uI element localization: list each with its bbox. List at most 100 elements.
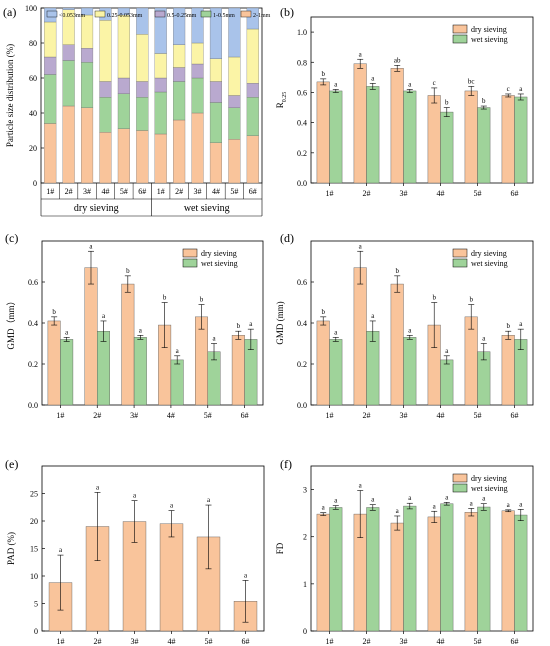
y-axis-label: GMD（mm）	[6, 296, 16, 349]
y-tick-label: 1.0	[297, 28, 307, 37]
stacked-bar-segment	[246, 135, 259, 184]
legend-label: wet sieving	[201, 259, 238, 268]
bar-wet	[440, 503, 454, 632]
legend-swatch	[154, 10, 166, 18]
significance-label: a	[212, 335, 216, 343]
legend-label: dry sieving	[201, 249, 237, 258]
stacked-bar-segment	[209, 7, 223, 59]
significance-label: a	[408, 80, 412, 88]
x-tick-label: 3#	[400, 411, 408, 420]
significance-label: a	[408, 494, 412, 502]
significance-label: b	[321, 308, 325, 316]
significance-label: a	[519, 85, 523, 93]
stacked-bar-segment	[62, 105, 75, 184]
panel-label: (b)	[280, 5, 294, 19]
legend-swatch-wet	[452, 483, 468, 493]
y-tick-label: 25	[30, 490, 38, 499]
bar-dry	[316, 513, 330, 632]
significance-label: b	[237, 322, 241, 330]
significance-label: a	[170, 502, 174, 510]
significance-label: a	[334, 497, 338, 505]
significance-label: bc	[468, 77, 475, 85]
stacked-bar-segment	[154, 53, 167, 79]
significance-label: b	[163, 294, 167, 302]
bar-dry	[390, 522, 404, 632]
bar-wet	[366, 507, 380, 632]
y-tick-label: 40	[29, 109, 37, 118]
stacked-bar-segment	[136, 34, 149, 82]
y-tick-label: 0.0	[297, 179, 307, 188]
x-tick-label: 4#	[437, 637, 445, 646]
x-tick-label: 1#	[157, 187, 165, 196]
x-tick-label: 1#	[326, 637, 334, 646]
x-tick-label: 3#	[131, 637, 139, 646]
significance-label: a	[519, 500, 523, 508]
bar-dry	[501, 335, 515, 406]
significance-label: a	[139, 326, 143, 334]
legend-label: dry sieving	[471, 249, 507, 258]
significance-label: a	[470, 499, 474, 507]
plot-frame	[41, 465, 265, 632]
y-tick-label: 10	[30, 572, 38, 581]
legend-swatch-wet	[452, 34, 468, 44]
x-tick-label: 1#	[326, 411, 334, 420]
panel-b-bar-chart: (b)0.00.20.40.60.81.0R0.251#ba2#aa3#aba4…	[275, 5, 534, 198]
y-axis-label: FD	[275, 542, 285, 554]
stacked-bar-segment	[99, 20, 112, 82]
significance-label: a	[396, 507, 400, 515]
stacked-bar-segment	[173, 7, 186, 45]
significance-label: b	[321, 70, 325, 78]
y-tick-label: 0.6	[297, 88, 307, 97]
y-tick-label: 0.0	[297, 401, 307, 410]
legend-swatch	[200, 10, 212, 18]
significance-label: b	[52, 308, 56, 316]
stacked-bar-segment	[62, 44, 75, 61]
x-tick-label: 2#	[363, 637, 371, 646]
stacked-bar-segment	[228, 139, 241, 184]
bar-dry	[195, 316, 208, 406]
legend-label: wet sieving	[471, 259, 508, 268]
stacked-bar-segment	[246, 83, 259, 98]
significance-label: a	[334, 80, 338, 88]
stacked-bar-segment	[117, 7, 130, 16]
bar-wet	[514, 96, 528, 184]
bar-dry	[501, 95, 515, 184]
bar-dry	[464, 512, 478, 632]
significance-label: b	[200, 296, 204, 304]
significance-label: a	[334, 328, 338, 336]
y-tick-label: 20	[30, 517, 38, 526]
x-tick-label: 3#	[83, 187, 91, 196]
bar-wet	[403, 337, 417, 406]
x-tick-label: 5#	[204, 411, 212, 420]
x-tick-label: 6#	[241, 411, 249, 420]
stacked-bar-segment	[117, 93, 130, 129]
panel-label: (d)	[280, 231, 294, 245]
bar-dry	[84, 267, 98, 406]
stacked-bar-segment	[209, 142, 223, 184]
stacked-bar-segment	[136, 97, 149, 131]
stacked-bar-segment	[99, 132, 112, 184]
x-tick-label: 3#	[130, 411, 138, 420]
y-tick-label: 0.2	[28, 360, 38, 369]
stacked-bar-segment	[246, 97, 259, 136]
y-tick-label: 100	[25, 4, 37, 13]
x-tick-label: 3#	[194, 187, 202, 196]
panel-label: (a)	[3, 5, 16, 19]
bar-wet	[440, 111, 454, 184]
group-label: wet sieving	[184, 203, 230, 214]
significance-label: a	[89, 242, 93, 250]
x-tick-label: 3#	[400, 637, 408, 646]
x-tick-label: 2#	[93, 411, 101, 420]
significance-label: b	[506, 322, 510, 330]
bar-dry	[464, 316, 478, 406]
y-tick-label: 0.2	[297, 360, 307, 369]
plot-frame	[310, 16, 534, 184]
significance-label: b	[482, 97, 486, 105]
y-axis-label: R0.25	[275, 92, 288, 109]
legend-swatch-dry	[452, 473, 468, 483]
bar-dry	[47, 320, 61, 406]
stacked-bar-segment	[62, 7, 75, 10]
y-tick-label: 0.4	[28, 319, 38, 328]
y-tick-label: 1	[303, 580, 307, 589]
x-tick-label: 5#	[474, 189, 482, 198]
